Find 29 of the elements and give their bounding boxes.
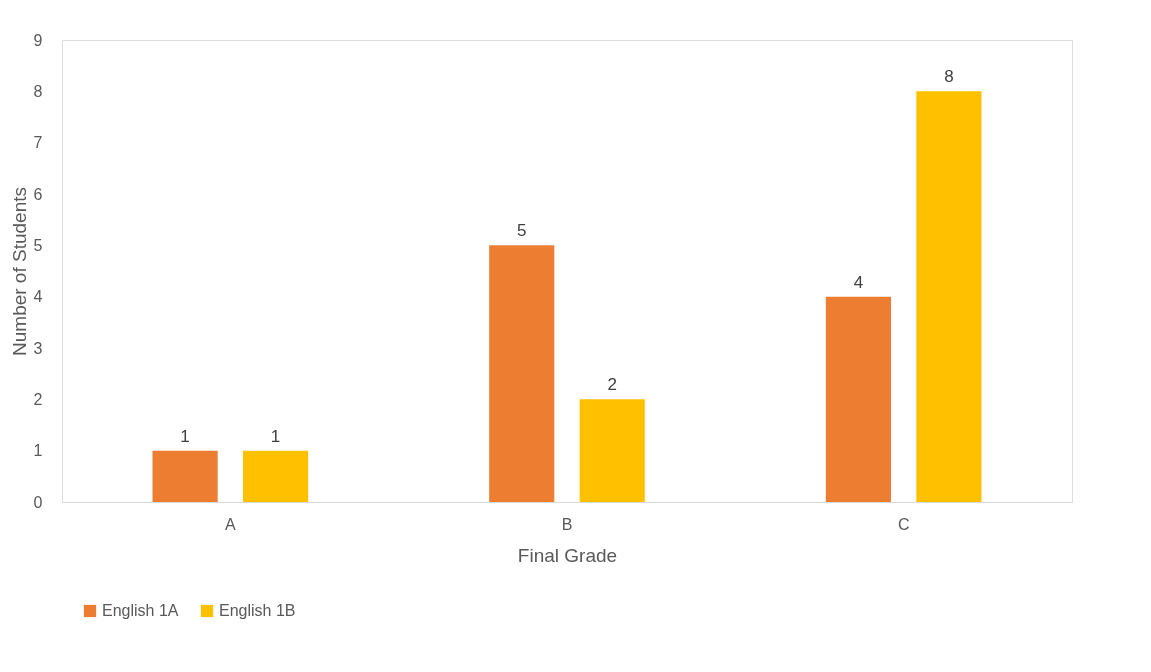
bar — [489, 245, 555, 502]
data-label: 4 — [853, 272, 864, 292]
bar — [579, 399, 645, 502]
y-tick-label: 2 — [33, 390, 43, 408]
data-label: 8 — [944, 67, 954, 87]
y-tick-label: 7 — [33, 134, 43, 152]
data-label: 1 — [270, 426, 281, 446]
y-tick-label: 5 — [33, 236, 43, 254]
y-tick-label: 8 — [33, 82, 43, 100]
bar — [152, 450, 218, 502]
bar — [243, 450, 309, 502]
x-tick-label: B — [561, 515, 573, 533]
x-tick-label: C — [897, 515, 910, 533]
bar — [825, 296, 891, 502]
y-tick-label: 4 — [33, 288, 43, 306]
data-label: 5 — [517, 221, 527, 241]
x-tick-label: A — [225, 515, 236, 533]
legend-label: English 1B — [219, 602, 296, 619]
y-tick-label: 6 — [33, 185, 43, 203]
y-tick-label: 1 — [33, 442, 43, 460]
legend-label: English 1A — [102, 602, 179, 619]
y-tick-label: 3 — [33, 339, 43, 357]
y-tick-label: 0 — [33, 493, 43, 511]
x-axis-title: Final Grade — [517, 544, 618, 566]
y-axis-title: Number of Students — [8, 187, 30, 356]
data-label: 2 — [607, 375, 617, 395]
y-tick-label: 9 — [33, 31, 43, 49]
data-label: 1 — [180, 426, 190, 446]
bar — [916, 91, 982, 502]
